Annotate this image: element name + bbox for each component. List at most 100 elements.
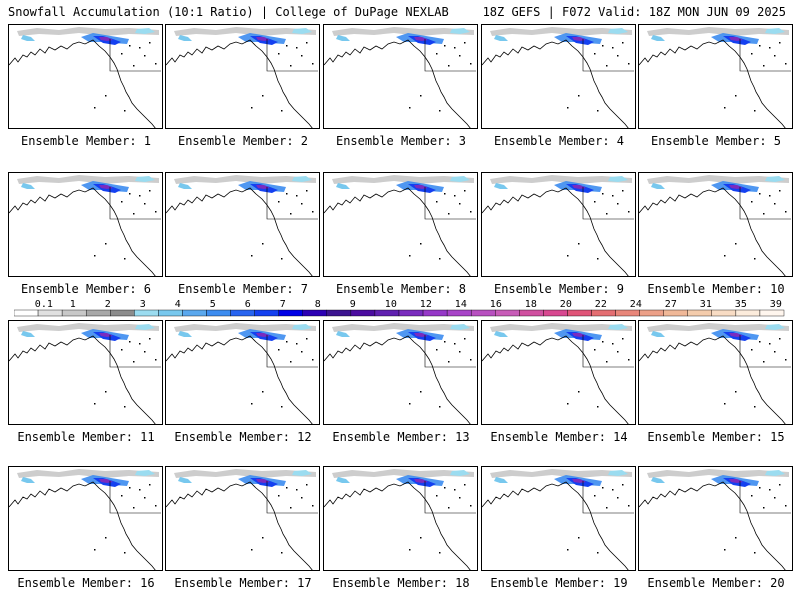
island-dot: [439, 552, 441, 554]
colorbar-tick-label: 24: [630, 299, 642, 310]
island-dot: [628, 505, 630, 507]
island-dot: [409, 403, 411, 405]
snow-lightblue-area: [178, 331, 192, 337]
snow-lightblue-area: [450, 324, 470, 330]
island-dot: [628, 359, 630, 361]
snow-lightblue-area: [21, 477, 35, 483]
island-dot: [594, 349, 596, 351]
snow-purple-area: [729, 37, 743, 41]
coastline: [639, 187, 786, 276]
island-dot: [602, 45, 604, 47]
island-dot: [129, 193, 131, 195]
map-svg: [639, 323, 791, 424]
map-svg: [639, 175, 791, 276]
colorbar-tick-label: 1: [70, 299, 76, 310]
island-dot: [612, 195, 614, 197]
island-dot: [779, 190, 781, 192]
island-dot: [281, 406, 283, 408]
island-dot: [622, 484, 624, 486]
snow-grey-area: [174, 175, 316, 184]
colorbar-swatch: [302, 309, 328, 317]
island-dot: [444, 341, 446, 343]
map-svg: [324, 27, 476, 128]
colorbar-tick-label: 0.1: [35, 299, 53, 310]
island-dot: [436, 53, 438, 55]
country-border: [266, 39, 318, 72]
island-dot: [779, 484, 781, 486]
colorbar-tick-label: 7: [280, 299, 286, 310]
ensemble-map-panel: [638, 320, 793, 425]
island-dot: [724, 549, 726, 551]
island-dot: [306, 484, 308, 486]
island-dot: [763, 65, 765, 67]
island-dot: [129, 487, 131, 489]
coastline: [324, 481, 471, 570]
island-dot: [286, 45, 288, 47]
island-dot: [724, 255, 726, 257]
coastline: [639, 335, 786, 424]
island-dot: [628, 211, 630, 213]
map-svg: [166, 469, 318, 570]
country-border: [739, 39, 791, 72]
island-dot: [448, 213, 450, 215]
snow-grey-area: [17, 27, 159, 36]
island-dot: [436, 495, 438, 497]
island-dot: [735, 391, 737, 393]
map-svg: [9, 323, 161, 424]
coastline: [166, 335, 313, 424]
snow-purple-area: [572, 37, 586, 41]
island-dot: [94, 403, 96, 405]
island-dot: [763, 361, 765, 363]
island-dot: [763, 213, 765, 215]
island-dot: [439, 258, 441, 260]
island-dot: [769, 489, 771, 491]
island-dot: [444, 487, 446, 489]
colorbar-swatch: [230, 309, 255, 317]
snow-purple-area: [99, 37, 113, 41]
colorbar-swatch: [495, 309, 520, 317]
country-border: [266, 187, 318, 220]
island-dot: [602, 487, 604, 489]
island-dot: [409, 107, 411, 109]
island-dot: [454, 489, 456, 491]
island-dot: [578, 95, 580, 97]
island-dot: [735, 243, 737, 245]
island-dot: [290, 65, 292, 67]
island-dot: [420, 537, 422, 539]
island-dot: [301, 55, 303, 57]
island-dot: [769, 343, 771, 345]
island-dot: [774, 351, 776, 353]
island-dot: [464, 190, 466, 192]
snow-grey-area: [174, 27, 316, 36]
country-border: [739, 187, 791, 220]
colorbar-swatch: [206, 309, 231, 317]
island-dot: [296, 343, 298, 345]
island-dot: [278, 53, 280, 55]
panel-label: Ensemble Member: 8: [335, 282, 467, 296]
island-dot: [312, 211, 314, 213]
island-dot: [612, 47, 614, 49]
island-dot: [278, 495, 280, 497]
island-dot: [155, 211, 157, 213]
island-dot: [301, 351, 303, 353]
island-dot: [617, 497, 619, 499]
island-dot: [735, 95, 737, 97]
colorbar-swatch: [85, 309, 111, 317]
island-dot: [779, 42, 781, 44]
snow-grey-area: [332, 175, 474, 184]
colorbar-tick-label: 3: [140, 299, 146, 310]
snow-purple-area: [99, 479, 113, 483]
snow-lightblue-area: [21, 35, 35, 41]
island-dot: [567, 403, 569, 405]
ensemble-map-panel: [638, 24, 793, 129]
snow-purple-area: [414, 333, 428, 337]
map-svg: [324, 469, 476, 570]
island-dot: [763, 507, 765, 509]
snow-purple-area: [729, 185, 743, 189]
coastline: [324, 39, 471, 128]
panel-label: Ensemble Member: 15: [647, 430, 785, 444]
panel-label: Ensemble Member: 19: [490, 576, 628, 590]
colorbar-tick-label: 35: [735, 299, 747, 310]
island-dot: [105, 243, 107, 245]
island-dot: [464, 484, 466, 486]
